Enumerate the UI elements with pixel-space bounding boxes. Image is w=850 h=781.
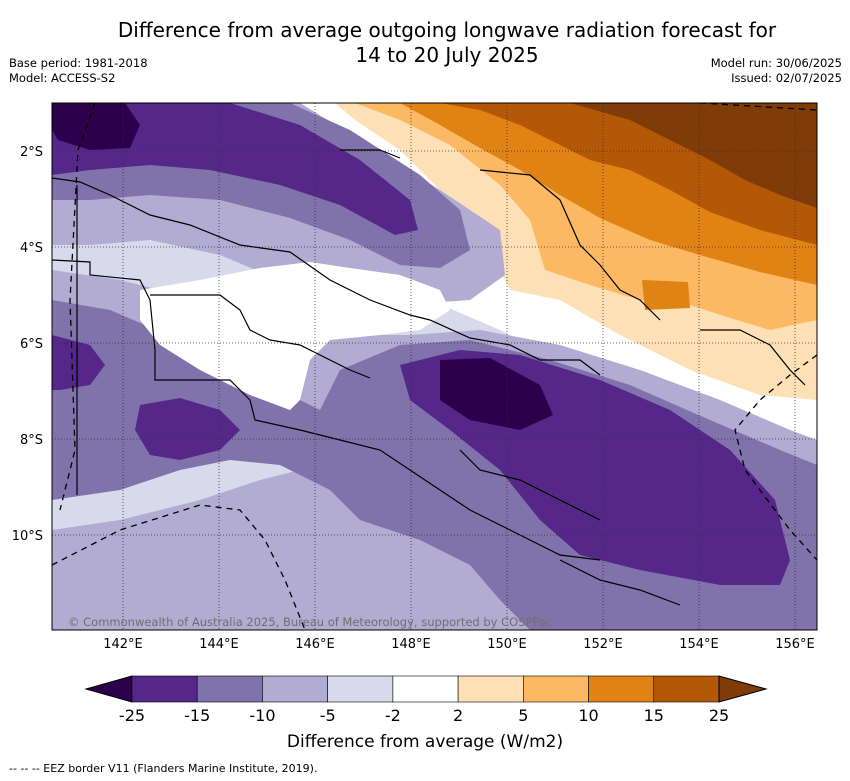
colorbar-tick-label: -10 bbox=[249, 706, 275, 725]
colorbar-swatch bbox=[457, 675, 524, 703]
colorbar-tick-label: -15 bbox=[184, 706, 210, 725]
lon-labels: 142°E 144°E 146°E 148°E 150°E 152°E 154°… bbox=[103, 637, 815, 652]
lon-label: 154°E bbox=[679, 637, 719, 652]
colorbar-tick-label: -5 bbox=[320, 706, 336, 725]
meta-left: Base period: 1981-2018 Model: ACCESS-S2 bbox=[9, 56, 148, 86]
title-line-2: 14 to 20 July 2025 bbox=[355, 43, 539, 67]
shade-white-central bbox=[140, 262, 450, 410]
shade-deep-purple-s bbox=[440, 358, 553, 430]
lon-label: 146°E bbox=[295, 637, 335, 652]
map-frame bbox=[51, 102, 818, 631]
shade-purple-nw bbox=[52, 103, 418, 235]
colorbar bbox=[84, 675, 768, 703]
colorbar-swatch bbox=[262, 675, 328, 703]
lat-label: 8°S bbox=[20, 433, 43, 448]
colorbar-tick-label: 15 bbox=[644, 706, 664, 725]
colorbar-ticks: -25 -15 -10 -5 -2 2 5 10 15 25 bbox=[119, 706, 729, 725]
colorbar-swatch bbox=[196, 675, 263, 703]
colorbar-swatch bbox=[653, 675, 720, 703]
lon-label: 144°E bbox=[199, 637, 239, 652]
colorbar-extend-high bbox=[718, 675, 768, 703]
lon-label: 148°E bbox=[391, 637, 431, 652]
shade-purple-sw bbox=[135, 398, 240, 460]
shade-orange-patch bbox=[642, 280, 690, 310]
lon-label: 150°E bbox=[487, 637, 527, 652]
chart-title: Difference from average outgoing longwav… bbox=[0, 18, 850, 68]
lon-label: 152°E bbox=[583, 637, 623, 652]
title-line-1: Difference from average outgoing longwav… bbox=[117, 18, 777, 42]
base-period: Base period: 1981-2018 bbox=[9, 56, 148, 70]
model-name: Model: ACCESS-S2 bbox=[9, 71, 116, 85]
colorbar-swatch bbox=[392, 675, 459, 703]
lat-label: 6°S bbox=[20, 337, 43, 352]
shade-deep-purple-nw bbox=[52, 103, 140, 150]
copyright-text: © Commonwealth of Australia 2025, Bureau… bbox=[68, 615, 552, 629]
shade-purple-w bbox=[52, 335, 105, 390]
colorbar-label: Difference from average (W/m2) bbox=[287, 732, 563, 752]
shade-darkest-orange bbox=[570, 103, 817, 208]
colorbar-extend-low bbox=[84, 675, 133, 703]
meta-right: Model run: 30/06/2025 Issued: 02/07/2025 bbox=[711, 56, 842, 86]
colorbar-tick-label: 10 bbox=[578, 706, 598, 725]
colorbar-tick-label: -25 bbox=[119, 706, 145, 725]
coastlines bbox=[52, 149, 806, 606]
colorbar-tick-label: -2 bbox=[385, 706, 401, 725]
map-panel: © Commonwealth of Australia 2025, Bureau… bbox=[52, 103, 817, 630]
eez-footnote: -- -- -- EEZ border V11 (Flanders Marine… bbox=[9, 762, 318, 775]
colorbar-swatch bbox=[327, 675, 394, 703]
colorbar-tick-label: 25 bbox=[709, 706, 729, 725]
eez-borders bbox=[52, 103, 817, 630]
colorbar-tick-label: 5 bbox=[518, 706, 528, 725]
colorbar-tick-label: 2 bbox=[453, 706, 463, 725]
model-run: Model run: 30/06/2025 bbox=[710, 56, 842, 70]
lat-labels: 2°S 4°S 6°S 8°S 10°S bbox=[12, 145, 43, 544]
colorbar-swatch bbox=[131, 675, 198, 703]
lon-label: 142°E bbox=[103, 637, 143, 652]
lon-label: 156°E bbox=[775, 637, 815, 652]
colorbar-swatch bbox=[523, 675, 589, 703]
colorbar-swatch bbox=[588, 675, 655, 703]
lat-label: 10°S bbox=[12, 529, 43, 544]
issued-date: Issued: 02/07/2025 bbox=[731, 71, 842, 85]
lat-label: 4°S bbox=[20, 241, 43, 256]
graticule bbox=[52, 103, 817, 630]
lat-label: 2°S bbox=[20, 145, 43, 160]
